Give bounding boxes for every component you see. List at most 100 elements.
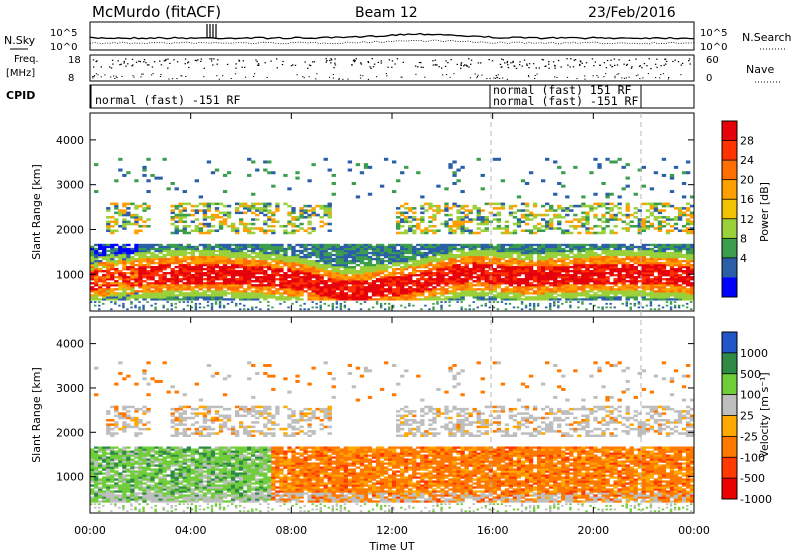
power-cell (492, 284, 497, 287)
nave-mark (614, 75, 616, 77)
power-cell (436, 207, 441, 210)
power-cell (613, 160, 618, 164)
power-cell (472, 280, 477, 283)
power-cell (387, 308, 391, 311)
power-cell (283, 259, 288, 263)
power-cell (307, 278, 312, 281)
power-cell (404, 292, 409, 295)
power-cell (428, 280, 433, 283)
power-cell (194, 245, 200, 249)
power-cell (436, 243, 441, 247)
power-cell (158, 268, 163, 271)
freq-mark (123, 60, 125, 63)
freq-mark (569, 66, 571, 68)
power-cell (633, 253, 638, 257)
power-cell (597, 165, 602, 169)
power-cell (363, 282, 369, 285)
freq-mark (570, 58, 572, 60)
power-cell (613, 280, 618, 283)
power-cell (653, 270, 659, 273)
freq-mark (674, 59, 676, 61)
power-cell (500, 274, 506, 277)
power-cell (387, 278, 393, 281)
power-cell (142, 247, 147, 251)
power-cell (613, 243, 618, 247)
power-cell (327, 251, 332, 255)
power-cell (561, 231, 566, 235)
power-cell (138, 253, 143, 257)
power-cell (649, 278, 655, 281)
power-cell (633, 192, 638, 196)
power-cell (214, 259, 220, 263)
power-cell (637, 209, 642, 212)
power-cell (577, 218, 582, 221)
power-cell (198, 306, 202, 309)
power-cell (524, 296, 530, 299)
power-cell (504, 286, 510, 289)
power-cell (106, 222, 111, 226)
power-cell (178, 204, 183, 208)
power-cell (299, 270, 304, 273)
power-cell (508, 296, 514, 299)
power-cell (464, 265, 469, 269)
power-cell (182, 282, 187, 285)
power-cell (222, 306, 226, 309)
power-cell (625, 229, 630, 233)
power-cell (524, 243, 530, 247)
power-cell (448, 261, 453, 265)
power-cell (464, 270, 469, 273)
freq-mark (417, 66, 419, 68)
power-cell (371, 282, 377, 285)
power-cell (295, 270, 300, 273)
power-cell (601, 284, 606, 287)
power-cell (412, 298, 417, 301)
power-cell (492, 296, 497, 299)
power-cell (146, 247, 151, 251)
power-cell (601, 296, 606, 299)
power-cell (106, 290, 111, 293)
power-cell (416, 249, 421, 253)
power-cell (561, 284, 566, 287)
power-cell (174, 243, 179, 247)
power-cell (379, 270, 385, 273)
power-cell (343, 304, 347, 307)
power-cell (247, 157, 252, 161)
power-cell (170, 251, 175, 255)
power-cell (629, 296, 634, 299)
power-cell (448, 292, 453, 295)
power-cell (464, 253, 469, 257)
power-cell (267, 294, 272, 297)
power-cell (174, 224, 179, 228)
power-cell (331, 263, 336, 267)
power-cell (150, 294, 155, 297)
power-cell (440, 306, 443, 309)
power-cell (404, 294, 409, 297)
power-cell (243, 292, 248, 295)
power-cell (436, 263, 441, 267)
power-cell (605, 255, 610, 259)
power-cell (549, 227, 554, 230)
power-cell (516, 257, 522, 261)
power-cell (581, 224, 586, 228)
freq-mark (420, 66, 422, 68)
power-cell (138, 247, 143, 251)
power-cell (400, 204, 405, 208)
power-cell (355, 292, 361, 295)
power-cell (549, 222, 554, 226)
power-cell (396, 268, 401, 271)
power-cell (424, 272, 429, 275)
power-cell (150, 251, 155, 255)
freq-tick-bottom: 8 (68, 73, 74, 84)
power-cell (653, 268, 659, 271)
nave-mark (566, 76, 569, 78)
power-cell (621, 280, 626, 283)
power-cell (452, 181, 457, 185)
power-cell (532, 286, 538, 289)
power-cell (279, 255, 284, 259)
power-cell (295, 216, 300, 219)
power-cell (375, 247, 381, 251)
power-cell (279, 284, 284, 287)
power-cell (492, 249, 497, 253)
power-cell (243, 259, 248, 263)
power-cell (432, 259, 437, 263)
